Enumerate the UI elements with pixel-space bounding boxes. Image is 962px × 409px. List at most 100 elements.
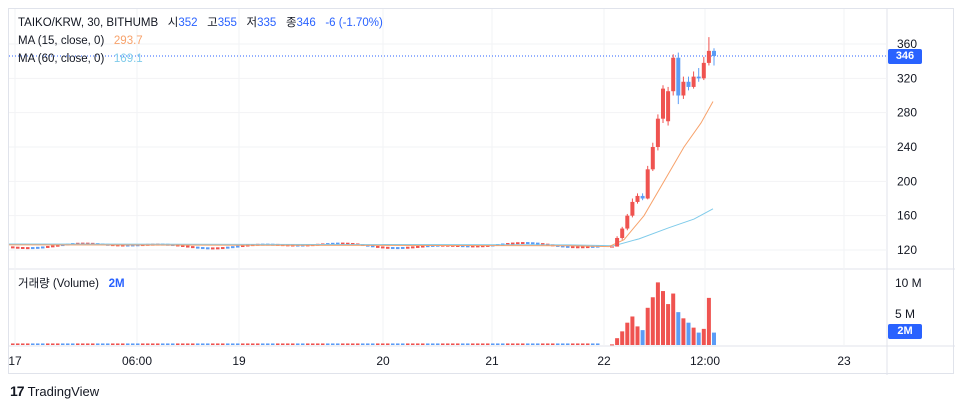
volume-legend[interactable]: 거래량 (Volume) 2M xyxy=(18,277,125,291)
flat-candle xyxy=(411,246,415,249)
flat-candle xyxy=(341,242,345,245)
flat-volume-bar xyxy=(226,343,230,345)
candle-body xyxy=(615,237,620,247)
flat-volume-bar xyxy=(526,343,530,345)
volume-value: 2M xyxy=(108,278,125,290)
flat-candle xyxy=(351,243,355,246)
ma15-legend[interactable]: MA (15, close, 0) 293.7 xyxy=(18,34,143,48)
flat-volume-bar xyxy=(71,343,75,345)
ma60-legend[interactable]: MA (60, close, 0) 169.1 xyxy=(18,52,143,66)
volume-bar xyxy=(610,344,614,346)
flat-volume-bar xyxy=(326,343,330,345)
flat-candle xyxy=(51,245,55,248)
time-tick-label: 20 xyxy=(376,354,390,368)
flat-volume-bar xyxy=(451,343,455,345)
flat-candle xyxy=(336,242,340,245)
chart-frame[interactable]: 120 160 200 240 280 320 360 5 M 10 M 17 06:00 19 20 2… xyxy=(8,8,955,375)
flat-candle xyxy=(571,246,575,249)
flat-volume-bar xyxy=(491,343,495,345)
flat-volume-bar xyxy=(476,343,480,345)
volume-bar xyxy=(625,322,630,345)
volume-bar xyxy=(701,328,706,345)
flat-volume-bar xyxy=(566,343,570,345)
flat-candle xyxy=(186,245,190,248)
flat-volume-bar xyxy=(436,343,440,345)
price-tick-label: 120 xyxy=(897,243,917,257)
price-tick-label: 200 xyxy=(897,174,917,188)
flat-volume-bar xyxy=(171,343,175,345)
flat-volume-bar xyxy=(136,343,140,345)
flat-volume-bar xyxy=(366,343,370,345)
time-tick-label: 06:00 xyxy=(122,354,152,368)
flat-volume-bar xyxy=(371,343,375,345)
candle-body xyxy=(661,88,665,119)
flat-candle xyxy=(241,245,245,248)
ma60-line xyxy=(9,208,714,247)
flat-candle xyxy=(56,244,60,247)
flat-volume-bar xyxy=(426,343,430,345)
flat-candle xyxy=(421,245,425,248)
flat-candle xyxy=(481,245,485,248)
flat-candle xyxy=(426,245,430,248)
brand-name: TradingView xyxy=(27,383,100,399)
flat-volume-bar xyxy=(161,343,165,345)
flat-volume-bar xyxy=(421,343,425,345)
flat-volume-bar xyxy=(11,343,15,345)
flat-volume-bar xyxy=(151,343,155,345)
flat-volume-bar xyxy=(256,343,260,345)
flat-volume-bar xyxy=(586,343,590,345)
flat-volume-bar xyxy=(556,343,560,345)
flat-volume-bar xyxy=(486,343,490,345)
flat-volume-bar xyxy=(141,343,145,345)
flat-volume-bar xyxy=(441,343,445,345)
volume-tick-label: 5 M xyxy=(895,307,915,321)
flat-volume-bar xyxy=(531,343,535,345)
flat-candle xyxy=(531,242,535,245)
flat-volume-bar xyxy=(96,343,100,345)
flat-candle xyxy=(211,247,215,250)
chart-canvas[interactable]: 120 160 200 240 280 320 360 5 M 10 M 17 06:00 19 20 2… xyxy=(9,9,955,375)
flat-volume-bar xyxy=(356,343,360,345)
volume-bar xyxy=(650,297,655,345)
symbol-line: TAIKO/KRW, 30, BITHUMB xyxy=(18,17,159,29)
flat-volume-bar xyxy=(301,343,305,345)
flat-candle xyxy=(576,246,580,249)
flat-candle xyxy=(476,245,480,248)
flat-candle xyxy=(216,247,220,250)
flat-volume-bar xyxy=(156,343,160,345)
flat-candle xyxy=(526,242,530,245)
flat-volume-bar xyxy=(76,343,80,345)
candle-body xyxy=(666,91,671,122)
price-tick-label: 320 xyxy=(897,71,917,85)
candle-body xyxy=(671,57,676,92)
flat-candle xyxy=(471,245,475,248)
high-label: 고 xyxy=(207,17,218,29)
candle-body xyxy=(691,76,696,87)
flat-candle xyxy=(541,243,545,246)
flat-volume-bar xyxy=(391,343,395,345)
flat-candle xyxy=(391,247,395,250)
flat-volume-bar xyxy=(581,343,585,345)
flat-volume-bar xyxy=(46,343,50,345)
price-tick-label: 160 xyxy=(897,209,917,223)
flat-volume-bar xyxy=(181,343,185,345)
flat-candle xyxy=(416,245,420,248)
flat-candle xyxy=(406,246,410,249)
flat-volume-bar xyxy=(241,343,245,345)
volume-bar xyxy=(681,318,686,345)
footer-brand[interactable]: 17 TradingView xyxy=(10,383,99,399)
flat-volume-bar xyxy=(571,343,575,345)
volume-bar xyxy=(661,291,665,345)
flat-candle xyxy=(396,247,400,250)
low-label: 저 xyxy=(246,17,258,29)
flat-volume-bar xyxy=(211,343,215,345)
flat-volume-bar xyxy=(306,343,310,345)
flat-candle xyxy=(346,242,350,245)
flat-volume-bar xyxy=(56,343,60,345)
flat-volume-bar xyxy=(311,343,315,345)
low-value: 335 xyxy=(257,17,277,29)
candle-body xyxy=(701,62,706,79)
flat-volume-bar xyxy=(131,343,135,345)
time-tick-label: 17 xyxy=(9,354,22,368)
tradingview-logo-icon: 17 xyxy=(10,383,25,399)
